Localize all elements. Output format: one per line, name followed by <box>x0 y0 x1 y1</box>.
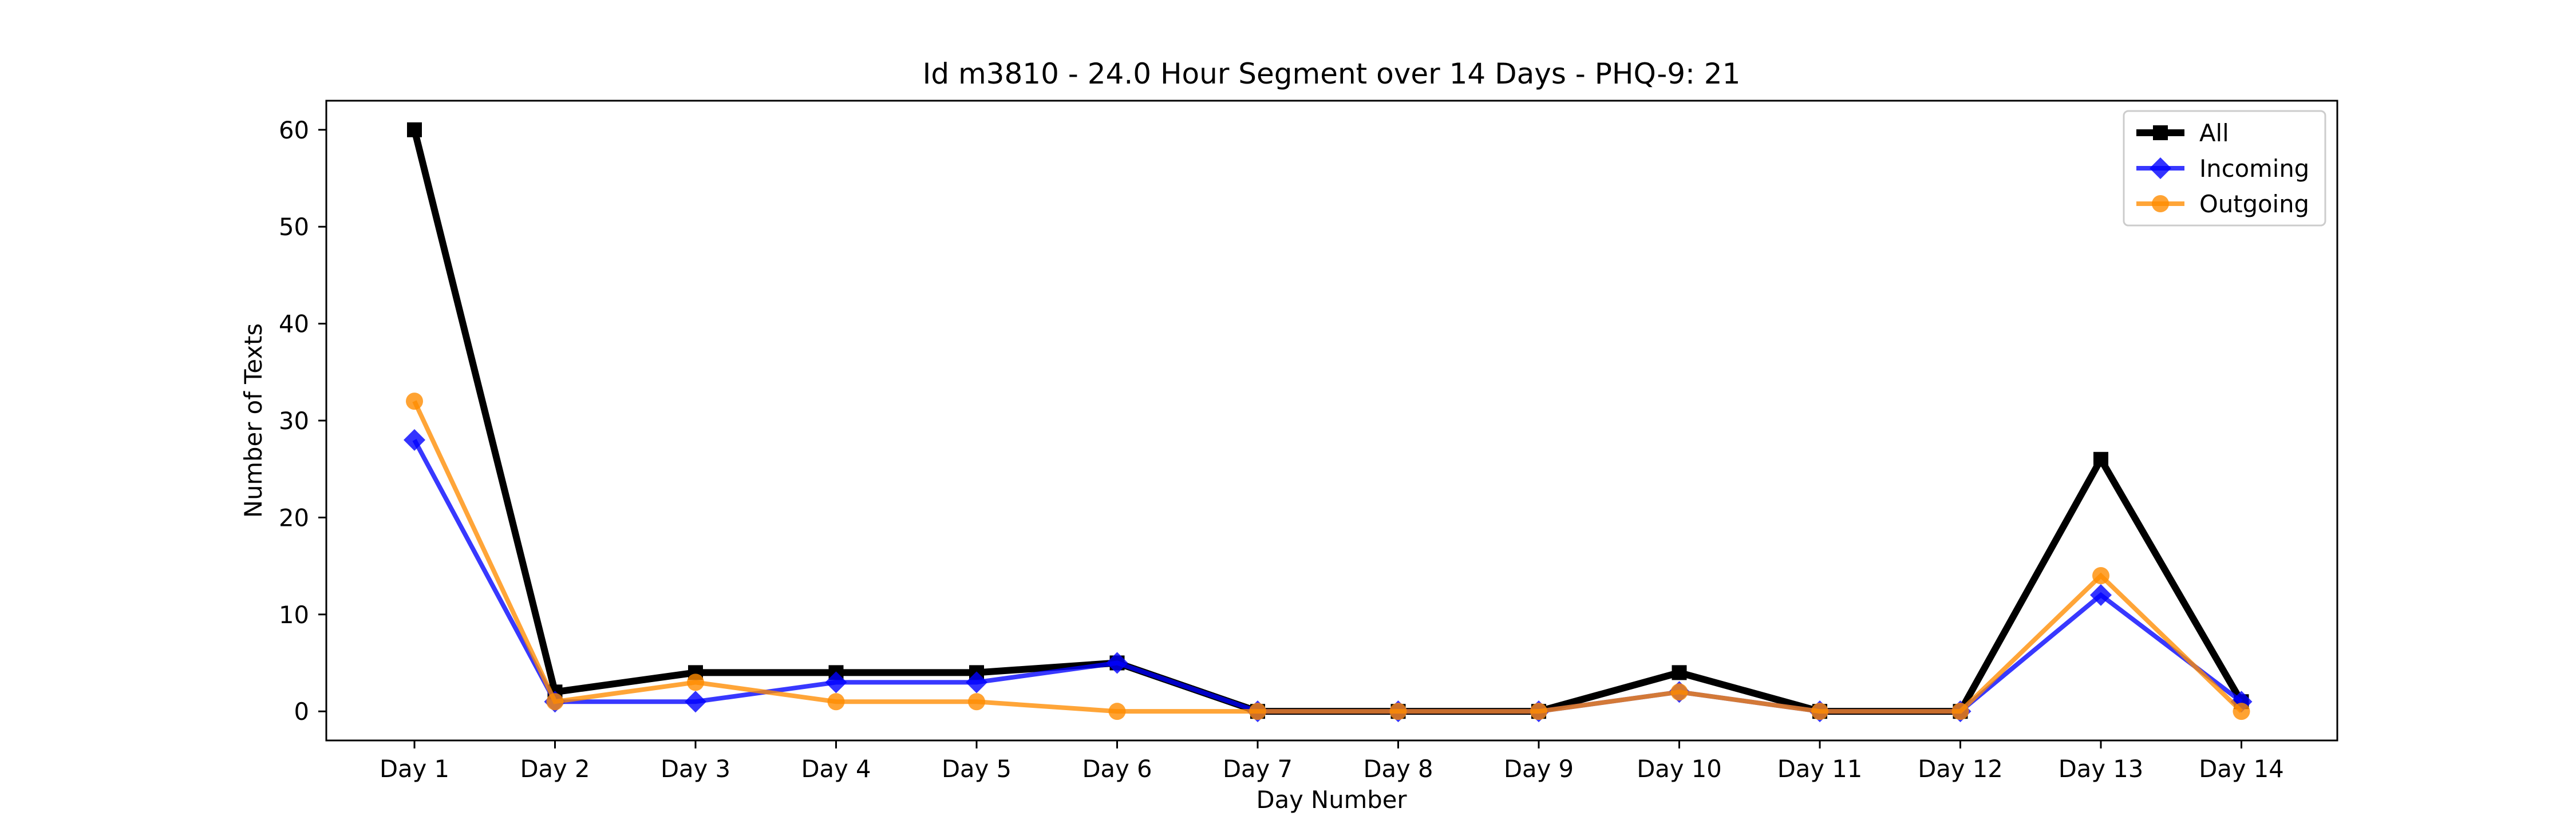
legend-label: All <box>2199 119 2229 147</box>
x-tick-label: Day 2 <box>520 755 590 783</box>
data-point <box>827 693 845 711</box>
data-point <box>546 693 564 711</box>
legend-label: Outgoing <box>2199 190 2309 218</box>
y-tick-label: 40 <box>279 310 309 338</box>
axes: Day 1 Day 2 Day 3 Day 4 Day 5 Day 6 Day 7 Day 8… <box>279 116 2284 783</box>
data-point <box>1108 703 1126 720</box>
y-tick-label: 50 <box>279 213 309 241</box>
x-tick-label: Day 8 <box>1363 755 1433 783</box>
legend-label: Incoming <box>2199 154 2309 183</box>
data-point <box>1249 703 1266 720</box>
y-tick-label: 0 <box>294 698 309 726</box>
legend-entry: Incoming <box>2136 154 2309 183</box>
data-point <box>825 671 847 694</box>
data-point <box>1811 703 1828 720</box>
data-point <box>2090 584 2112 606</box>
data-point <box>2092 567 2109 585</box>
data-point <box>2093 451 2108 467</box>
x-tick-label: Day 5 <box>942 755 1012 783</box>
x-tick-label: Day 13 <box>2059 755 2144 783</box>
legend-marker <box>2152 195 2169 212</box>
data-point <box>1530 703 1547 720</box>
y-tick-label: 60 <box>279 116 309 144</box>
x-tick-label: Day 7 <box>1223 755 1293 783</box>
legend: All Incoming Outgoing <box>2123 110 2326 227</box>
plot-area <box>404 122 2253 723</box>
legend-entry: Outgoing <box>2136 190 2309 218</box>
data-point <box>966 671 987 694</box>
data-point <box>968 693 985 711</box>
x-tick-label: Day 9 <box>1504 755 1574 783</box>
series-line <box>411 129 2245 715</box>
data-point <box>406 393 423 410</box>
data-point <box>1670 683 1688 701</box>
data-point <box>2233 703 2250 720</box>
data-point <box>687 674 704 691</box>
plot-frame <box>325 100 2338 742</box>
x-tick-label: Day 11 <box>1777 755 1863 783</box>
chart-title: Id m3810 - 24.0 Hour Segment over 14 Day… <box>923 57 1741 90</box>
data-point <box>407 122 422 137</box>
data-point <box>1951 703 1969 720</box>
series-all <box>407 122 2249 719</box>
x-tick-label: Day 14 <box>2199 755 2284 783</box>
data-point <box>1389 703 1407 720</box>
y-tick-label: 30 <box>279 407 309 435</box>
x-tick-label: Day 4 <box>801 755 871 783</box>
x-tick-label: Day 1 <box>380 755 449 783</box>
data-point <box>1672 665 1687 680</box>
series-line <box>412 400 2243 714</box>
data-point <box>685 691 706 713</box>
x-axis-label: Day Number <box>1256 786 1407 814</box>
legend-marker <box>2153 125 2168 140</box>
data-point <box>404 429 425 451</box>
legend-entry: All <box>2136 119 2229 147</box>
legend-box <box>2123 110 2326 227</box>
x-tick-label: Day 10 <box>1637 755 1722 783</box>
legend-marker <box>2150 157 2171 179</box>
y-axis-label: Number of Texts <box>239 323 267 518</box>
series-outgoing <box>406 393 2250 720</box>
y-tick-label: 20 <box>279 504 309 532</box>
x-tick-label: Day 6 <box>1082 755 1152 783</box>
y-tick-label: 10 <box>279 601 309 629</box>
x-tick-label: Day 3 <box>661 755 730 783</box>
data-point <box>1106 652 1128 674</box>
x-tick-label: Day 12 <box>1918 755 2003 783</box>
